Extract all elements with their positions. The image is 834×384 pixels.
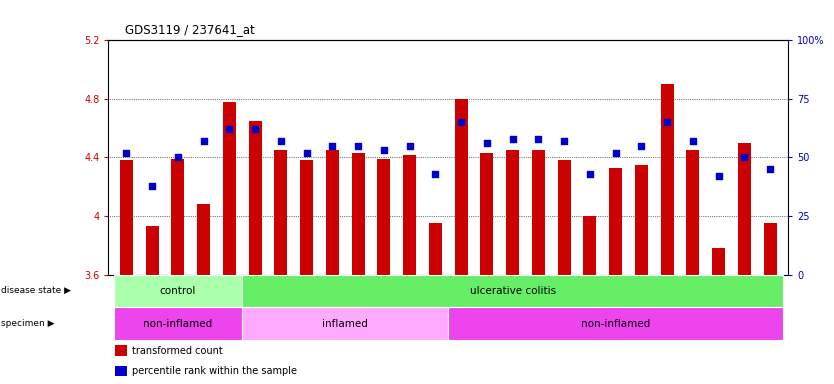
Bar: [506, 150, 519, 275]
Point: [712, 173, 726, 179]
Bar: [198, 204, 210, 275]
Bar: [223, 102, 236, 275]
Bar: [113, 307, 243, 340]
Bar: [558, 161, 570, 275]
Bar: [609, 168, 622, 275]
Bar: [764, 223, 776, 275]
Point: [351, 142, 364, 149]
Point: [609, 150, 622, 156]
Bar: [635, 165, 648, 275]
Point: [661, 119, 674, 125]
Bar: [120, 161, 133, 275]
Text: non-inflamed: non-inflamed: [143, 318, 213, 329]
Bar: [738, 143, 751, 275]
Text: specimen ▶: specimen ▶: [1, 319, 54, 328]
Bar: [243, 275, 783, 307]
Bar: [113, 275, 243, 307]
Text: control: control: [160, 286, 196, 296]
Bar: [403, 154, 416, 275]
Text: percentile rank within the sample: percentile rank within the sample: [133, 366, 297, 376]
Point: [429, 171, 442, 177]
Bar: [661, 84, 674, 275]
Bar: [352, 153, 364, 275]
Point: [197, 138, 210, 144]
Bar: [274, 150, 288, 275]
Point: [300, 150, 314, 156]
Text: inflamed: inflamed: [323, 318, 369, 329]
Bar: [378, 159, 390, 275]
Bar: [686, 150, 699, 275]
Text: transformed count: transformed count: [133, 346, 223, 356]
Point: [145, 182, 158, 189]
Bar: [480, 153, 494, 275]
Point: [583, 171, 596, 177]
Point: [223, 126, 236, 132]
Point: [274, 138, 288, 144]
Point: [506, 136, 520, 142]
Point: [120, 150, 133, 156]
Bar: [172, 159, 184, 275]
Bar: [429, 223, 442, 275]
Point: [171, 154, 184, 161]
Point: [377, 147, 390, 154]
Point: [480, 140, 494, 146]
Point: [557, 138, 570, 144]
Point: [403, 142, 416, 149]
Bar: [712, 248, 725, 275]
Bar: [455, 99, 468, 275]
Bar: [532, 150, 545, 275]
Bar: [249, 121, 262, 275]
Bar: [584, 216, 596, 275]
Point: [455, 119, 468, 125]
Bar: [300, 161, 313, 275]
Bar: [115, 366, 128, 376]
Text: ulcerative colitis: ulcerative colitis: [470, 286, 555, 296]
Point: [532, 136, 545, 142]
Text: non-inflamed: non-inflamed: [581, 318, 651, 329]
Point: [326, 142, 339, 149]
Bar: [326, 150, 339, 275]
Point: [738, 154, 751, 161]
Text: GDS3119 / 237641_at: GDS3119 / 237641_at: [125, 23, 255, 36]
Point: [763, 166, 776, 172]
Point: [249, 126, 262, 132]
Bar: [146, 226, 158, 275]
Bar: [243, 307, 449, 340]
Text: disease state ▶: disease state ▶: [1, 286, 71, 295]
Point: [686, 138, 700, 144]
Point: [635, 142, 648, 149]
Bar: [115, 345, 128, 356]
Bar: [449, 307, 783, 340]
